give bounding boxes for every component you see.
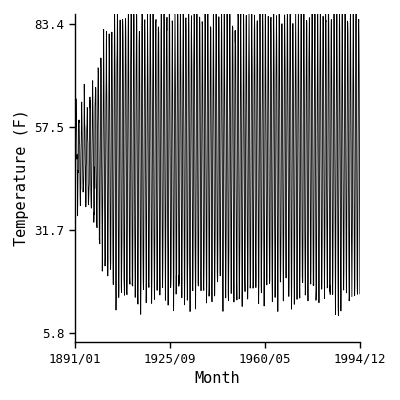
Y-axis label: Temperature (F): Temperature (F) xyxy=(14,110,29,246)
X-axis label: Month: Month xyxy=(195,371,240,386)
